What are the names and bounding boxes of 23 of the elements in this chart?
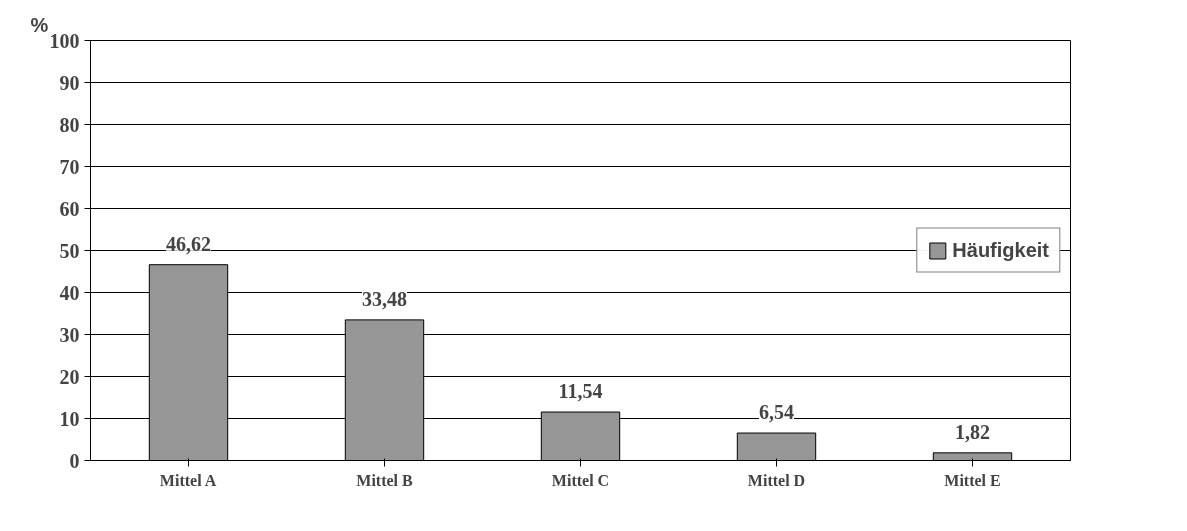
text: 6,54 — [759, 401, 794, 424]
text: 33,48 — [362, 287, 407, 310]
y-tick-label: 70 — [59, 155, 80, 178]
x-tick-label: Mittel C — [551, 471, 610, 489]
text: 46,62 — [166, 232, 211, 255]
legend-label: Häufigkeit — [952, 238, 1049, 262]
y-tick-label: 50 — [59, 239, 80, 262]
x-tick-label: Mittel A — [159, 471, 217, 489]
y-tick-label: 90 — [59, 71, 80, 94]
text: 11,54 — [558, 380, 603, 403]
y-tick-label: 80 — [59, 113, 80, 136]
y-tick-label: 40 — [59, 281, 80, 304]
y-axis-title: % — [30, 13, 49, 36]
x-tick-label: Mittel B — [356, 471, 414, 489]
y-tick-label: 30 — [59, 323, 80, 346]
y-tick-label: 60 — [59, 197, 80, 220]
y-tick-label: 10 — [59, 407, 80, 430]
y-tick-label: 100 — [49, 29, 80, 52]
y-tick-label: 0 — [69, 449, 80, 472]
x-tick-label: Mittel E — [944, 471, 1001, 489]
x-tick-label: Mittel D — [747, 471, 806, 489]
y-tick-label: 20 — [59, 365, 80, 388]
text: 1,82 — [955, 420, 990, 443]
